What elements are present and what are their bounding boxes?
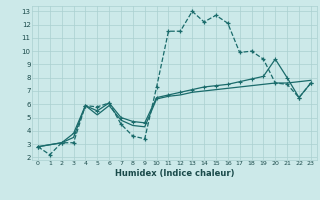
X-axis label: Humidex (Indice chaleur): Humidex (Indice chaleur) <box>115 169 234 178</box>
